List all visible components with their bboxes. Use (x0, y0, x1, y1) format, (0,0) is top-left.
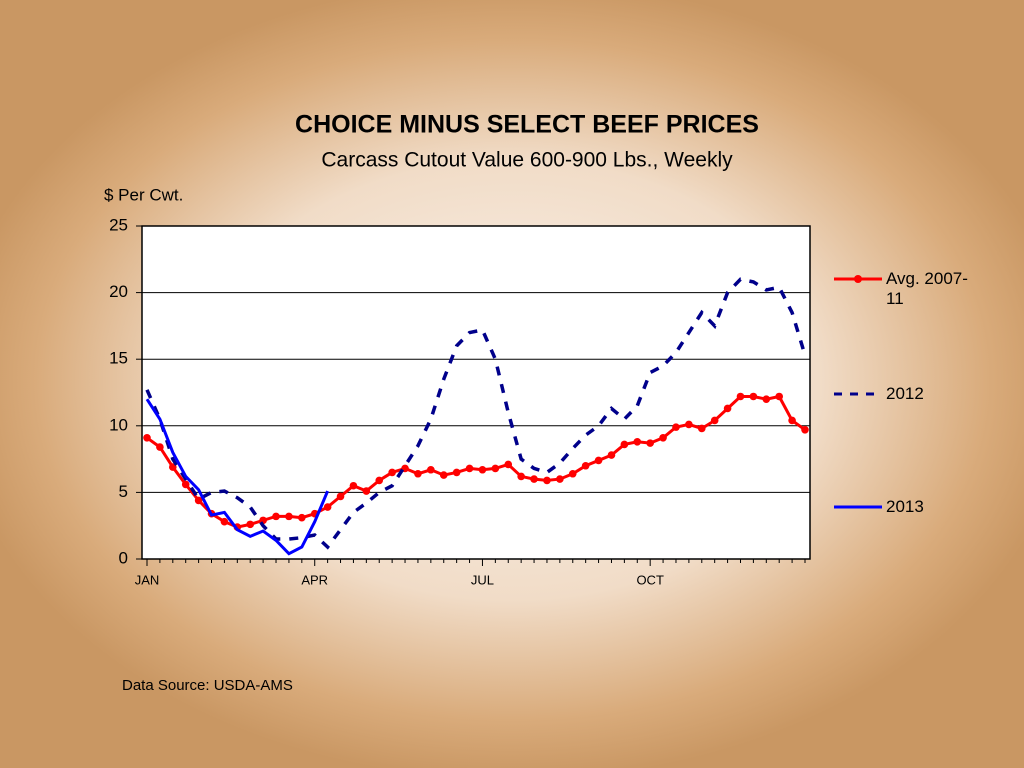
series-marker (220, 517, 229, 526)
series-marker (633, 437, 642, 446)
series-marker (272, 512, 280, 521)
source-note: Data Source: USDA-AMS (122, 677, 293, 694)
x-tick-label: JAN (135, 572, 160, 587)
legend-swatch (834, 392, 882, 396)
series-marker (723, 404, 732, 413)
series-marker (607, 451, 616, 459)
series-marker (336, 492, 345, 501)
series-marker (736, 392, 745, 401)
legend-marker (854, 275, 862, 283)
series-marker (362, 487, 371, 495)
series-marker (465, 464, 474, 473)
chart-title: CHOICE MINUS SELECT BEEF PRICES (295, 111, 759, 139)
series-marker (349, 481, 358, 490)
y-tick-label: 5 (119, 482, 128, 501)
series-marker (788, 416, 796, 425)
series-marker (246, 520, 255, 529)
chart-subtitle: Carcass Cutout Value 600-900 Lbs., Weekl… (321, 149, 733, 172)
series-marker (375, 476, 384, 485)
series-marker (194, 496, 203, 505)
legend-label: Avg. 2007-11 (886, 269, 968, 308)
series-marker (568, 469, 577, 478)
series-marker (581, 461, 590, 470)
y-tick-label: 25 (109, 215, 128, 234)
series-marker (685, 420, 693, 429)
legend-swatch (834, 505, 882, 509)
series-marker (323, 503, 332, 511)
series-marker (156, 443, 164, 451)
series-marker (298, 513, 306, 522)
legend-swatch (834, 275, 882, 283)
series-marker (517, 472, 525, 481)
series-marker (775, 392, 783, 401)
series-marker (439, 471, 448, 479)
x-tick-label: APR (301, 572, 328, 587)
series-marker (556, 475, 564, 483)
series-marker (620, 440, 629, 449)
legend-label: 2012 (886, 384, 924, 403)
x-tick-label: OCT (636, 572, 664, 587)
series-marker (659, 433, 667, 442)
series-line (146, 394, 806, 529)
legend-label: 2013 (886, 497, 924, 516)
series-marker (543, 476, 551, 485)
y-tick-label: 10 (109, 415, 128, 434)
series-marker (710, 416, 719, 425)
series-marker (504, 460, 513, 469)
series-line (145, 277, 807, 550)
y-axis-label: $ Per Cwt. (104, 185, 183, 204)
series-marker (181, 480, 190, 489)
series-marker (452, 468, 461, 477)
x-tick-label: JUL (471, 572, 494, 587)
series-marker (749, 392, 758, 401)
series-marker (646, 439, 654, 447)
series-marker (530, 475, 538, 483)
series-marker (388, 468, 396, 477)
y-tick-label: 20 (109, 282, 128, 301)
series-marker (801, 425, 809, 434)
series-marker (285, 512, 293, 521)
series-marker (427, 465, 435, 474)
series-marker (762, 395, 771, 403)
y-tick-label: 15 (109, 349, 128, 368)
series-marker (143, 433, 151, 442)
series-marker (414, 469, 422, 478)
y-tick-label: 0 (119, 548, 128, 567)
series-line (145, 398, 330, 556)
series-marker (491, 464, 500, 473)
series-marker (672, 423, 680, 431)
plot-area (141, 225, 811, 560)
series-marker (478, 465, 487, 474)
series-marker (697, 424, 706, 433)
series-marker (594, 456, 603, 465)
